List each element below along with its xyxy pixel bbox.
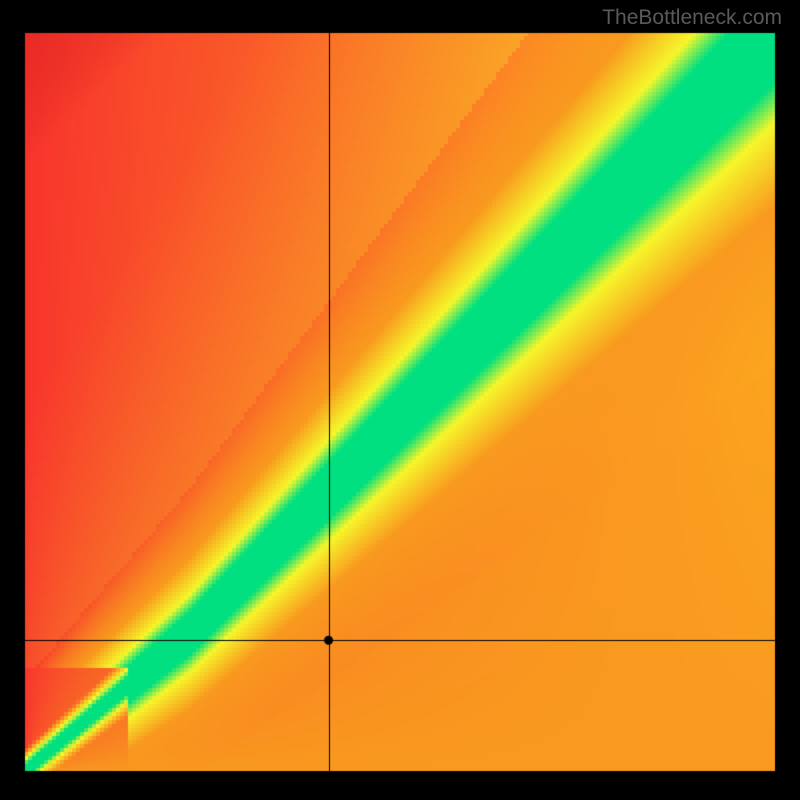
watermark-text: TheBottleneck.com [602,6,782,30]
bottleneck-heatmap [0,0,800,800]
